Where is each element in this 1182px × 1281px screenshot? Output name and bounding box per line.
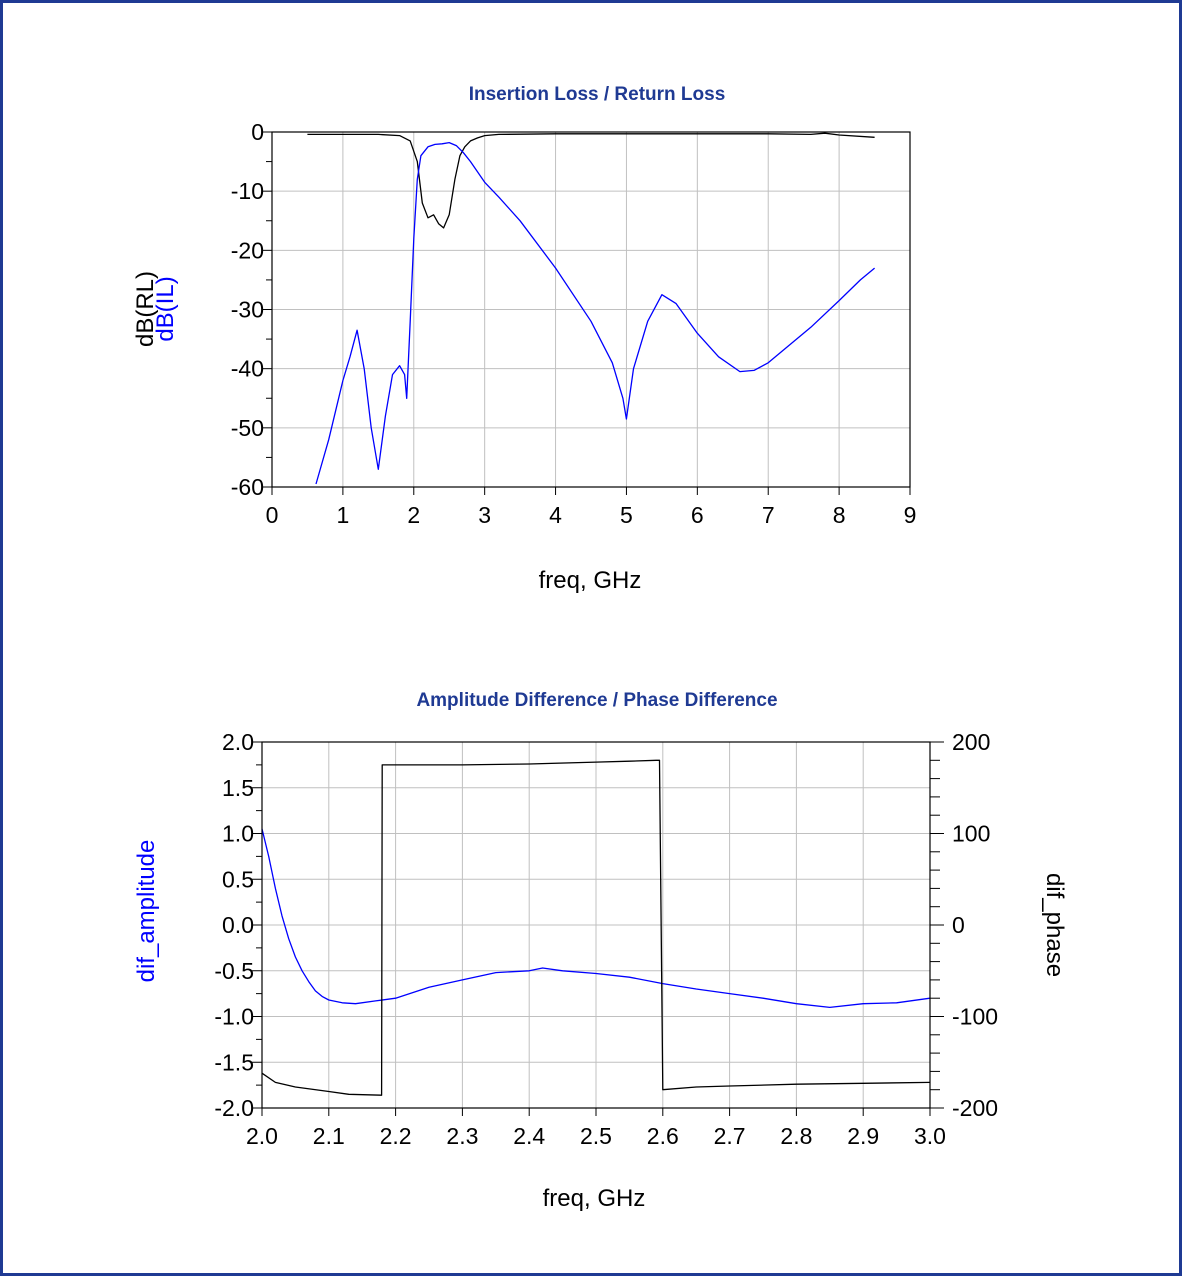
y-tick-label: 0.0 — [222, 912, 254, 938]
y2-tick-label: -100 — [952, 1004, 998, 1030]
x-tick-label: 2.6 — [647, 1123, 679, 1149]
y-tick-label: -0.5 — [214, 958, 254, 984]
amplitude-phase-difference-chart: Amplitude Difference / Phase Difference … — [133, 690, 1068, 1212]
y2-tick-label: 100 — [952, 821, 990, 847]
x-tick-label: 8 — [833, 502, 846, 528]
chart2-grid — [262, 742, 930, 1108]
chart1-grid — [272, 132, 910, 487]
series-line-dif-amplitude — [261, 828, 931, 1009]
y-tick-label: -50 — [231, 415, 264, 441]
y-tick-label: 0 — [251, 119, 264, 145]
chart2-xlabel: freq, GHz — [543, 1185, 646, 1212]
chart1-ylabel-rl: dB(RL) — [132, 271, 159, 347]
y-tick-label: -1.0 — [214, 1004, 254, 1030]
x-tick-label: 5 — [620, 502, 633, 528]
x-tick-label: 2.7 — [714, 1123, 746, 1149]
y-tick-label: -60 — [231, 474, 264, 500]
y2-tick-label: 200 — [952, 729, 990, 755]
x-tick-label: 6 — [691, 502, 704, 528]
y-tick-label: -20 — [231, 237, 264, 263]
y-tick-label: 1.5 — [222, 775, 254, 801]
chart1-ylabel-il: dB(IL) — [152, 276, 179, 341]
x-tick-label: 2.9 — [847, 1123, 879, 1149]
x-tick-label: 2.5 — [580, 1123, 612, 1149]
x-tick-label: 0 — [266, 502, 279, 528]
x-tick-label: 2.8 — [780, 1123, 812, 1149]
insertion-return-loss-chart: Insertion Loss / Return Loss 0 1 2 3 4 5 6 7 8 90… — [132, 84, 916, 594]
chart1-series — [307, 132, 876, 485]
x-tick-label: 7 — [762, 502, 775, 528]
series-line-db-rl- — [307, 132, 875, 229]
chart1-ticks: 0 1 2 3 4 5 6 7 8 9 0 -10 -20 -30 -40 -50 -60 — [231, 119, 917, 528]
x-tick-label: 2.4 — [513, 1123, 545, 1149]
x-tick-label: 4 — [549, 502, 562, 528]
x-tick-label: 2.2 — [380, 1123, 412, 1149]
y2-tick-label: 0 — [952, 912, 965, 938]
series-line-db-il- — [315, 141, 876, 485]
chart1-xlabel: freq, GHz — [539, 567, 642, 594]
chart2-ylabel-amplitude: dif_amplitude — [133, 840, 160, 983]
x-tick-label: 3 — [478, 502, 491, 528]
chart2-ticks: 2.0 2.1 2.2 2.3 2.4 2.5 2.6 2.7 2.8 2.9 3.0 2.0 1.5 1… — [214, 729, 998, 1149]
y-tick-label: -1.5 — [214, 1049, 254, 1075]
x-tick-label: 2.3 — [446, 1123, 478, 1149]
x-tick-label: 1 — [336, 502, 349, 528]
chart2-title: Amplitude Difference / Phase Difference — [416, 690, 777, 711]
y-tick-label: 2.0 — [222, 729, 254, 755]
y-tick-label: 0.5 — [222, 866, 254, 892]
y2-tick-label: -200 — [952, 1095, 998, 1121]
series-line-dif-phase — [261, 759, 931, 1096]
chart1-title: Insertion Loss / Return Loss — [469, 84, 726, 105]
y-tick-label: -2.0 — [214, 1095, 254, 1121]
x-tick-label: 3.0 — [914, 1123, 946, 1149]
x-tick-label: 2 — [407, 502, 420, 528]
chart2-ylabel-phase: dif_phase — [1041, 873, 1068, 977]
y-tick-label: -10 — [231, 178, 264, 204]
x-tick-label: 2.1 — [313, 1123, 345, 1149]
chart2-series — [261, 759, 931, 1096]
y-tick-label: 1.0 — [222, 821, 254, 847]
y-tick-label: -40 — [231, 356, 264, 382]
x-tick-label: 9 — [904, 502, 917, 528]
y-tick-label: -30 — [231, 297, 264, 323]
x-tick-label: 2.0 — [246, 1123, 278, 1149]
